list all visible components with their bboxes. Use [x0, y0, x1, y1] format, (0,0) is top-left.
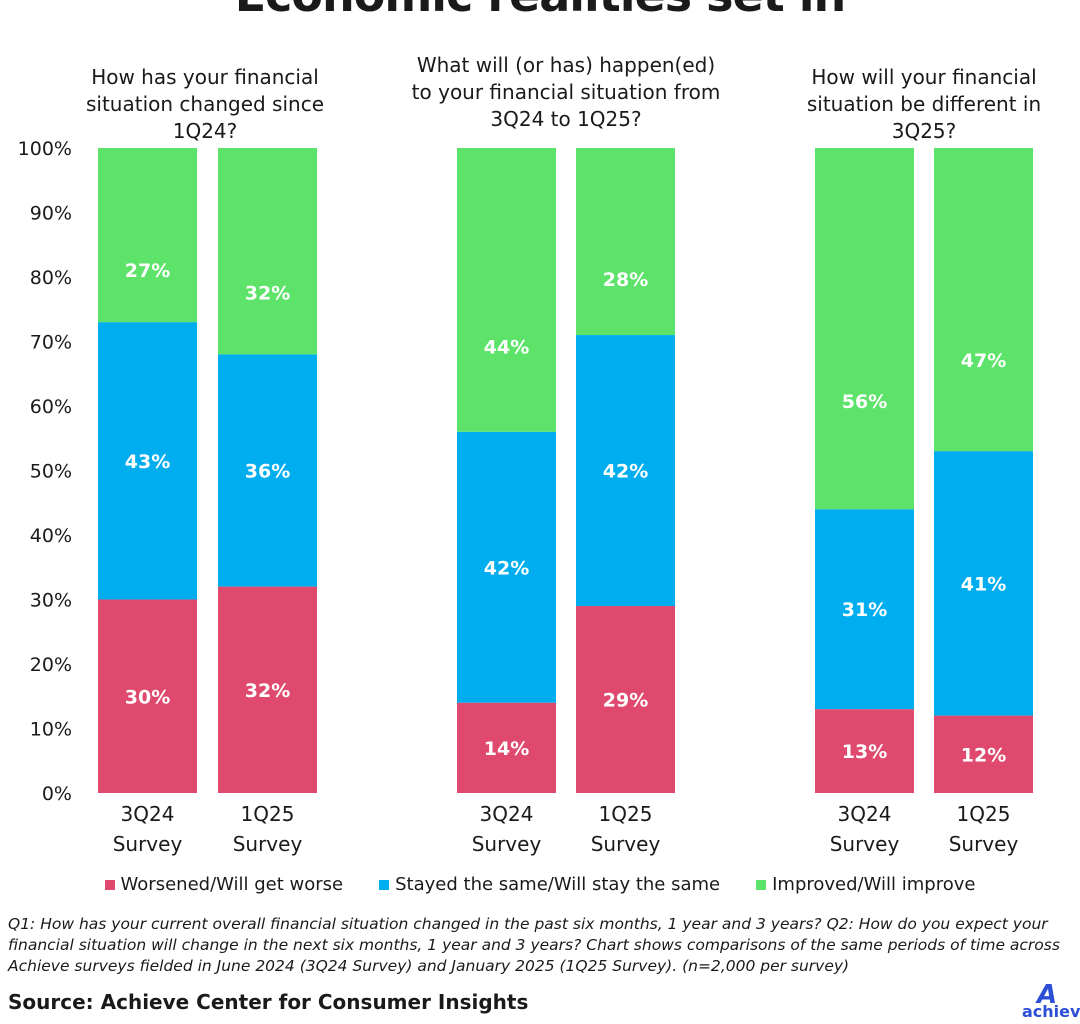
- footnote: Q1: How has your current overall financi…: [8, 915, 1060, 975]
- data-label: 47%: [961, 350, 1006, 372]
- bar-segment: [815, 709, 914, 793]
- data-label: 30%: [125, 686, 170, 708]
- data-label: 36%: [245, 461, 290, 483]
- data-label: 43%: [125, 451, 170, 473]
- bar-segment: [576, 605, 675, 793]
- bar-segment: [576, 335, 675, 606]
- data-label: 41%: [961, 573, 1006, 595]
- data-label: 29%: [603, 689, 648, 711]
- data-label: 14%: [484, 738, 529, 760]
- x-tick-label: Survey: [233, 832, 303, 856]
- x-tick-label: 1Q25: [241, 802, 295, 826]
- achieve-logo: Aachieve: [1022, 980, 1080, 1021]
- bar-segment: [576, 148, 675, 336]
- bar-segment: [815, 148, 914, 510]
- bar-segment: [457, 702, 556, 793]
- legend: Worsened/Will get worse Stayed the same/…: [0, 874, 1080, 895]
- legend-item-worsened: Worsened/Will get worse: [104, 874, 343, 895]
- bar-segment: [218, 586, 317, 793]
- bar-segment: [934, 451, 1033, 716]
- y-tick-label: 50%: [30, 461, 72, 483]
- data-label: 31%: [842, 599, 887, 621]
- x-tick-label: Survey: [591, 832, 661, 856]
- y-tick-label: 80%: [30, 267, 72, 289]
- legend-item-improved: Improved/Will improve: [756, 874, 975, 895]
- data-label: 44%: [484, 337, 529, 359]
- x-tick-label: Survey: [472, 832, 542, 856]
- x-tick-label: 1Q25: [957, 802, 1011, 826]
- x-tick-label: Survey: [830, 832, 900, 856]
- y-tick-label: 90%: [30, 203, 72, 225]
- bar-segment: [934, 148, 1033, 452]
- data-label: 32%: [245, 680, 290, 702]
- y-tick-label: 20%: [30, 654, 72, 676]
- x-tick-label: 3Q24: [121, 802, 175, 826]
- bar-segment: [457, 148, 556, 432]
- question-3: How will your financial situation be dif…: [806, 65, 1042, 143]
- x-tick-label: Survey: [949, 832, 1019, 856]
- data-label: 12%: [961, 744, 1006, 766]
- data-label: 13%: [842, 741, 887, 763]
- question-1: How has your financial situation changed…: [85, 65, 325, 143]
- chart-title: Economic realities set in: [0, 0, 1080, 22]
- bar-segment: [218, 354, 317, 587]
- source: Source: Achieve Center for Consumer Insi…: [8, 990, 529, 1014]
- x-tick-label: 3Q24: [480, 802, 534, 826]
- data-label: 42%: [603, 461, 648, 483]
- y-tick-label: 40%: [30, 525, 72, 547]
- bar-segment: [98, 148, 197, 323]
- bar-segment: [934, 715, 1033, 793]
- stacked-bar-chart: 0% 10% 20% 30% 40% 50% 60% 70% 80% 90% 100% 30% 43% 2…: [18, 138, 1033, 856]
- data-label: 42%: [484, 557, 529, 579]
- y-tick-label: 0%: [42, 783, 72, 805]
- question-2: What will (or has) happen(ed) to your fi…: [411, 53, 721, 131]
- legend-item-same: Stayed the same/Will stay the same: [379, 874, 720, 895]
- x-tick-label: Survey: [113, 832, 183, 856]
- bar-segment: [98, 322, 197, 600]
- bar-segment: [98, 599, 197, 793]
- y-tick-label: 60%: [30, 396, 72, 418]
- data-label: 32%: [245, 282, 290, 304]
- data-label: 27%: [125, 260, 170, 282]
- data-label: 28%: [603, 269, 648, 291]
- y-tick-label: 70%: [30, 332, 72, 354]
- bar-segment: [815, 509, 914, 710]
- bar-segment: [457, 431, 556, 703]
- y-tick-label: 10%: [30, 719, 72, 741]
- y-tick-label: 100%: [18, 138, 72, 160]
- y-tick-label: 30%: [30, 590, 72, 612]
- data-label: 56%: [842, 391, 887, 413]
- x-tick-label: 1Q25: [599, 802, 653, 826]
- x-tick-label: 3Q24: [838, 802, 892, 826]
- bar-segment: [218, 148, 317, 355]
